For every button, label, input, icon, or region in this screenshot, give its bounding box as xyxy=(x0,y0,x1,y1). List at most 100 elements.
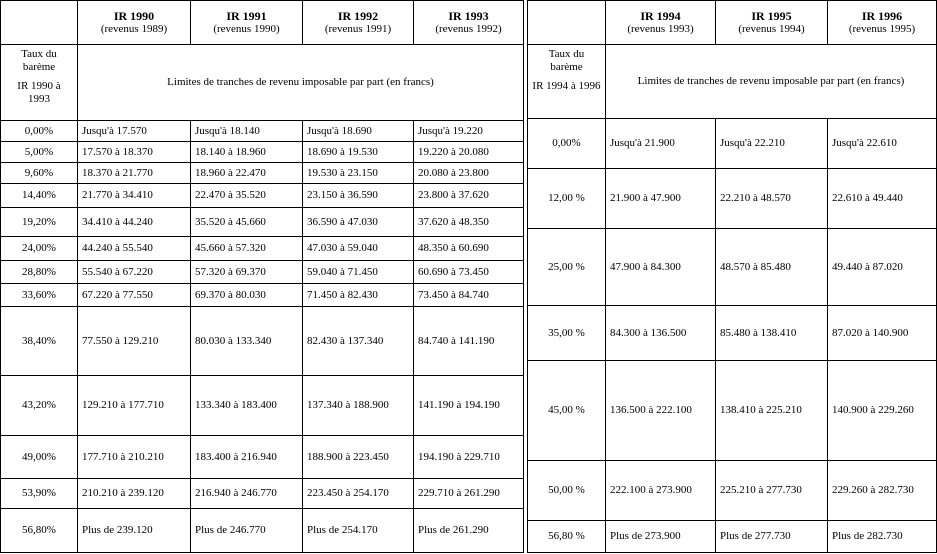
bracket-cell: 140.900 à 229.260 xyxy=(827,360,937,461)
bracket-cell: 22.470 à 35.520 xyxy=(190,183,303,208)
bracket-cell: 21.770 à 34.410 xyxy=(77,183,191,208)
bracket-cell: 77.550 à 129.210 xyxy=(77,306,191,376)
bracket-cell: Jusqu'à 17.570 xyxy=(77,120,191,142)
rate-header-years: IR 1994 à 1996 xyxy=(532,80,601,92)
bracket-cell: 222.100 à 273.900 xyxy=(605,460,716,521)
bracket-cell: Plus de 277.730 xyxy=(715,520,828,553)
bracket-cell: 45.660 à 57.320 xyxy=(190,236,303,261)
bracket-cell: 69.370 à 80.030 xyxy=(190,283,303,307)
header-subtitle: (revenus 1995) xyxy=(848,22,916,35)
rate-cell: 28,80% xyxy=(0,260,78,284)
bracket-cell: 60.690 à 73.450 xyxy=(413,260,524,284)
rate-cell: 12,00 % xyxy=(527,168,606,229)
caption: Limites de tranches de revenu imposable … xyxy=(77,44,524,121)
bracket-cell: 183.400 à 216.940 xyxy=(190,435,303,479)
bracket-cell: 47.030 à 59.040 xyxy=(302,236,414,261)
header-title: IR 1991 xyxy=(226,8,267,23)
bracket-cell: 85.480 à 138.410 xyxy=(715,305,828,361)
bracket-cell: 137.340 à 188.900 xyxy=(302,375,414,436)
caption: Limites de tranches de revenu imposable … xyxy=(605,44,937,119)
header-cell: IR 1992 (revenus 1991) xyxy=(302,0,414,45)
bracket-cell: 37.620 à 48.350 xyxy=(413,207,524,237)
bracket-cell: 55.540 à 67.220 xyxy=(77,260,191,284)
bracket-cell: 34.410 à 44.240 xyxy=(77,207,191,237)
rate-cell: 14,40% xyxy=(0,183,78,208)
header-cell: IR 1990 (revenus 1989) xyxy=(77,0,191,45)
bracket-cell: 20.080 à 23.800 xyxy=(413,162,524,184)
bracket-cell: 84.740 à 141.190 xyxy=(413,306,524,376)
rate-header: Taux du barème IR 1990 à 1993 xyxy=(0,44,78,121)
rate-cell: 53,90% xyxy=(0,478,78,509)
bracket-cell: 141.190 à 194.190 xyxy=(413,375,524,436)
bracket-cell: 133.340 à 183.400 xyxy=(190,375,303,436)
bracket-cell: 47.900 à 84.300 xyxy=(605,228,716,306)
bracket-cell: Plus de 261.290 xyxy=(413,508,524,553)
bracket-cell: Plus de 282.730 xyxy=(827,520,937,553)
bracket-cell: 194.190 à 229.710 xyxy=(413,435,524,479)
bracket-cell: 18.140 à 18.960 xyxy=(190,141,303,163)
corner-cell xyxy=(527,0,606,45)
bracket-cell: 22.210 à 48.570 xyxy=(715,168,828,229)
bracket-cell: 80.030 à 133.340 xyxy=(190,306,303,376)
bracket-cell: 49.440 à 87.020 xyxy=(827,228,937,306)
bracket-cell: 136.500 à 222.100 xyxy=(605,360,716,461)
header-subtitle: (revenus 1994) xyxy=(738,22,805,35)
bracket-cell: 18.690 à 19.530 xyxy=(302,141,414,163)
rate-cell: 9,60% xyxy=(0,162,78,184)
header-subtitle: (revenus 1990) xyxy=(213,22,280,35)
rate-cell: 5,00% xyxy=(0,141,78,163)
bracket-cell: 225.210 à 277.730 xyxy=(715,460,828,521)
bracket-cell: Jusqu'à 18.690 xyxy=(302,120,414,142)
bracket-cell: 229.710 à 261.290 xyxy=(413,478,524,509)
bracket-cell: 138.410 à 225.210 xyxy=(715,360,828,461)
bracket-cell: Plus de 254.170 xyxy=(302,508,414,553)
bracket-cell: 17.570 à 18.370 xyxy=(77,141,191,163)
bracket-cell: 229.260 à 282.730 xyxy=(827,460,937,521)
header-subtitle: (revenus 1991) xyxy=(324,22,392,35)
bracket-cell: Jusqu'à 21.900 xyxy=(605,118,716,169)
header-subtitle: (revenus 1992) xyxy=(435,22,502,35)
header-cell: IR 1996 (revenus 1995) xyxy=(827,0,937,45)
bracket-cell: Jusqu'à 22.610 xyxy=(827,118,937,169)
rate-cell: 49,00% xyxy=(0,435,78,479)
bracket-cell: 44.240 à 55.540 xyxy=(77,236,191,261)
rate-cell: 0,00% xyxy=(527,118,606,169)
bracket-cell: 67.220 à 77.550 xyxy=(77,283,191,307)
bracket-cell: 18.960 à 22.470 xyxy=(190,162,303,184)
header-title: IR 1993 xyxy=(448,8,489,23)
bracket-cell: 19.530 à 23.150 xyxy=(302,162,414,184)
bracket-cell: 73.450 à 84.740 xyxy=(413,283,524,307)
bracket-cell: 71.450 à 82.430 xyxy=(302,283,414,307)
bracket-cell: 84.300 à 136.500 xyxy=(605,305,716,361)
bracket-cell: 82.430 à 137.340 xyxy=(302,306,414,376)
bracket-cell: Plus de 239.120 xyxy=(77,508,191,553)
rate-header: Taux du barème IR 1994 à 1996 xyxy=(527,44,606,119)
header-title: IR 1995 xyxy=(751,8,792,23)
rate-cell: 38,40% xyxy=(0,306,78,376)
header-title: IR 1994 xyxy=(640,8,681,23)
bracket-cell: Jusqu'à 18.140 xyxy=(190,120,303,142)
header-subtitle: (revenus 1989) xyxy=(100,22,168,35)
header-title: IR 1992 xyxy=(337,8,379,23)
bracket-cell: 129.210 à 177.710 xyxy=(77,375,191,436)
bracket-cell: Plus de 273.900 xyxy=(605,520,716,553)
bracket-cell: Jusqu'à 19.220 xyxy=(413,120,524,142)
bracket-cell: 19.220 à 20.080 xyxy=(413,141,524,163)
bracket-cell: 35.520 à 45.660 xyxy=(190,207,303,237)
rate-header-years: IR 1990 à 1993 xyxy=(17,80,61,105)
corner-cell xyxy=(0,0,78,45)
bracket-cell: 177.710 à 210.210 xyxy=(77,435,191,479)
bracket-cell: Jusqu'à 22.210 xyxy=(715,118,828,169)
bracket-cell: 48.570 à 85.480 xyxy=(715,228,828,306)
rate-cell: 25,00 % xyxy=(527,228,606,306)
rate-cell: 43,20% xyxy=(0,375,78,436)
rate-cell: 24,00% xyxy=(0,236,78,261)
bracket-cell: 18.370 à 21.770 xyxy=(77,162,191,184)
bracket-cell: 87.020 à 140.900 xyxy=(827,305,937,361)
bracket-cell: 21.900 à 47.900 xyxy=(605,168,716,229)
bracket-cell: 210.210 à 239.120 xyxy=(77,478,191,509)
rate-header-label: Taux du barème xyxy=(548,48,585,73)
rate-cell: 35,00 % xyxy=(527,305,606,361)
rate-cell: 56,80% xyxy=(0,508,78,553)
